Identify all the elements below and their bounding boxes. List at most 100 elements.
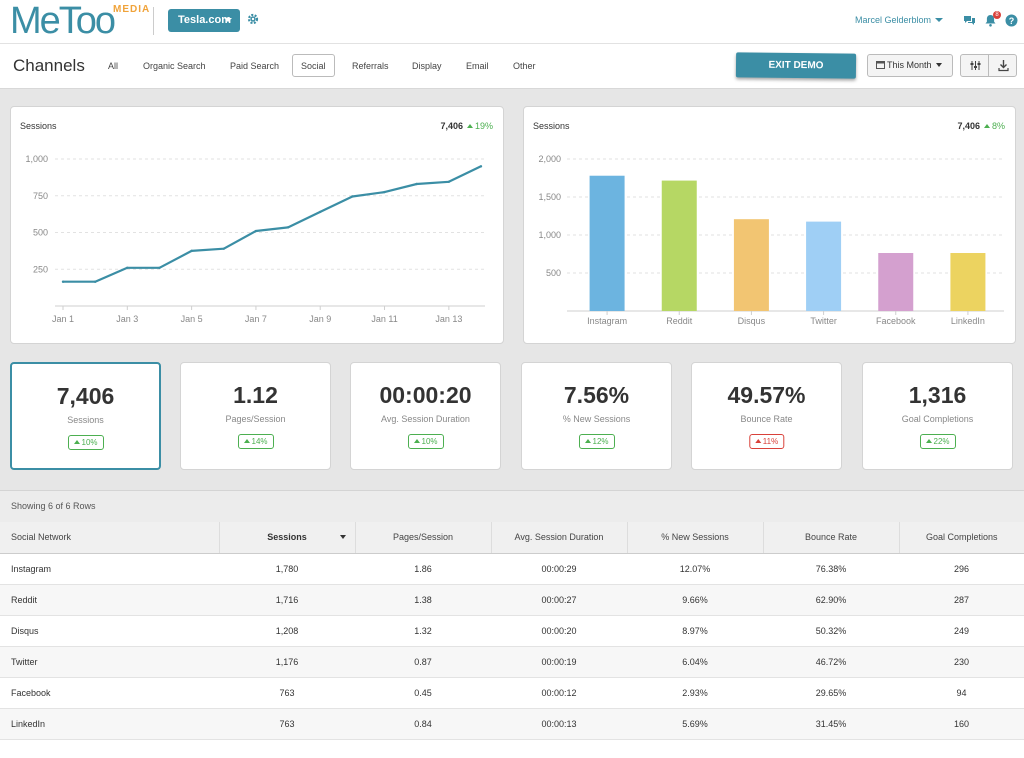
data-point	[190, 249, 193, 253]
kpi-card[interactable]: 7.56% % New Sessions 12%	[521, 362, 672, 470]
metoo-logo[interactable]: MeToo MEDIA	[10, 0, 149, 42]
arrow-up-icon	[73, 440, 80, 444]
tab-all[interactable]: All	[108, 61, 119, 71]
data-point	[286, 226, 290, 229]
kpi-value: 7,406	[56, 383, 115, 409]
column-header[interactable]: Avg. Session Duration	[490, 522, 627, 554]
x-tick-label: Reddit	[666, 316, 693, 326]
arrow-up-icon	[925, 439, 932, 443]
row-count: Showing 6 of 6 Rows	[0, 491, 1024, 522]
table-row[interactable]: Disqus 1,208 1.32 00:00:20 8.97% 50.32% 249	[0, 615, 1024, 647]
bar[interactable]	[806, 221, 842, 311]
table-cell: 249	[899, 615, 1024, 647]
user-name: Marcel Gelderblom	[854, 15, 931, 25]
bar[interactable]	[661, 180, 697, 311]
change-indicator: 8%	[983, 121, 1005, 131]
column-header[interactable]: Goal Completions	[898, 522, 1024, 554]
kpi-label: Avg. Session Duration	[381, 414, 470, 424]
tab-organic-search[interactable]: Organic Search	[143, 61, 206, 71]
kpi-card[interactable]: 00:00:20 Avg. Session Duration 10%	[350, 362, 501, 470]
x-tick-label: LinkedIn	[951, 316, 985, 326]
bar[interactable]	[589, 175, 625, 311]
arrow-up-icon	[243, 439, 250, 443]
table-cell: 0.84	[355, 708, 491, 740]
table-cell: 12.07%	[627, 553, 763, 585]
kpi-label: Goal Completions	[901, 414, 974, 424]
gear-icon[interactable]	[247, 13, 259, 25]
change-value: 8%	[991, 121, 1005, 131]
table-cell: 0.87	[355, 646, 491, 678]
column-header[interactable]: Pages/Session	[354, 522, 491, 554]
table-row[interactable]: Reddit 1,716 1.38 00:00:27 9.66% 62.90% 287	[0, 584, 1024, 616]
download-icon	[998, 60, 1009, 72]
kpi-label: Bounce Rate	[740, 414, 793, 424]
kpi-card[interactable]: 1,316 Goal Completions 22%	[862, 362, 1013, 470]
table-row[interactable]: Twitter 1,176 0.87 00:00:19 6.04% 46.72% 230	[0, 646, 1024, 678]
table-cell: 00:00:19	[491, 646, 627, 678]
exit-demo-button[interactable]: EXIT DEMO	[735, 52, 857, 79]
sessions-line-card: Sessions 7,406 19% 250 500 750 1,000 Jan 1 Jan…	[10, 106, 504, 344]
kpi-change: 10%	[81, 438, 98, 447]
bar[interactable]	[733, 219, 769, 311]
y-tick-label: 750	[33, 191, 48, 201]
kpi-card[interactable]: 1.12 Pages/Session 14%	[180, 362, 331, 470]
table-cell: 287	[899, 584, 1024, 616]
account-dropdown[interactable]: Tesla.com	[168, 9, 240, 32]
column-header-label: Goal Completions	[925, 532, 998, 543]
data-point	[158, 266, 161, 269]
table-cell: 763	[219, 708, 355, 740]
table-cell: 160	[899, 708, 1024, 740]
chat-icon[interactable]	[963, 14, 976, 27]
y-tick-label: 1,000	[538, 230, 561, 240]
help-icon[interactable]: ?	[1005, 14, 1018, 27]
data-point	[93, 280, 97, 283]
change-value: 19%	[474, 121, 493, 131]
column-header[interactable]: Sessions	[218, 522, 355, 554]
tab-display[interactable]: Display	[412, 61, 442, 71]
column-header-label: Social Network	[11, 532, 72, 543]
data-point	[222, 247, 225, 250]
bar[interactable]	[878, 253, 914, 311]
tab-referrals[interactable]: Referrals	[352, 61, 389, 71]
tab-other[interactable]: Other	[513, 61, 536, 71]
kpi-card[interactable]: 7,406 Sessions 10%	[10, 362, 161, 470]
table-cell: 5.69%	[627, 708, 763, 740]
chevron-down-icon	[224, 18, 232, 22]
user-menu[interactable]: Marcel Gelderblom	[855, 15, 943, 25]
table-cell: 00:00:13	[491, 708, 627, 740]
table-row[interactable]: Facebook 763 0.45 00:00:12 2.93% 29.65% 94	[0, 677, 1024, 709]
data-point	[319, 210, 322, 214]
kpi-change: 12%	[592, 437, 609, 446]
row-network-name: Instagram	[0, 553, 219, 585]
data-point	[383, 190, 386, 194]
y-tick-label: 500	[546, 268, 561, 278]
sessions-line-chart: 250 500 750 1,000 Jan 1 Jan 3 Jan 5 Jan 7 Jan 9 J…	[25, 154, 485, 324]
x-tick-label: Instagram	[587, 316, 627, 326]
filter-button[interactable]	[960, 54, 989, 77]
table-cell: 1,208	[219, 615, 355, 647]
table-row[interactable]: Instagram 1,780 1.86 00:00:29 12.07% 76.38% 29…	[0, 553, 1024, 585]
column-header[interactable]: Social Network	[0, 522, 219, 554]
tab-paid-search[interactable]: Paid Search	[230, 61, 280, 71]
x-tick-label: Twitter	[810, 316, 837, 326]
tab-social[interactable]: Social	[292, 54, 335, 77]
arrow-up-icon	[983, 124, 990, 128]
chart-title: Sessions	[20, 121, 57, 131]
date-range-dropdown[interactable]: This Month	[867, 54, 953, 77]
date-range-label: This Month	[887, 60, 932, 70]
data-point	[415, 182, 418, 186]
table-cell: 1.86	[355, 553, 491, 585]
kpi-card[interactable]: 49.57% Bounce Rate 11%	[691, 362, 842, 470]
data-point	[126, 266, 129, 269]
bar[interactable]	[950, 253, 986, 311]
tab-email[interactable]: Email	[466, 61, 489, 71]
table-cell: 00:00:12	[491, 677, 627, 709]
download-button[interactable]	[988, 54, 1017, 77]
data-point	[351, 195, 354, 198]
table-row[interactable]: LinkedIn 763 0.84 00:00:13 5.69% 31.45% 160	[0, 708, 1024, 740]
logo-text: MeToo	[10, 0, 116, 42]
notification-badge: 8	[993, 11, 1001, 19]
column-header[interactable]: % New Sessions	[626, 522, 763, 554]
x-tick-label: Jan 7	[245, 314, 267, 324]
column-header[interactable]: Bounce Rate	[762, 522, 899, 554]
